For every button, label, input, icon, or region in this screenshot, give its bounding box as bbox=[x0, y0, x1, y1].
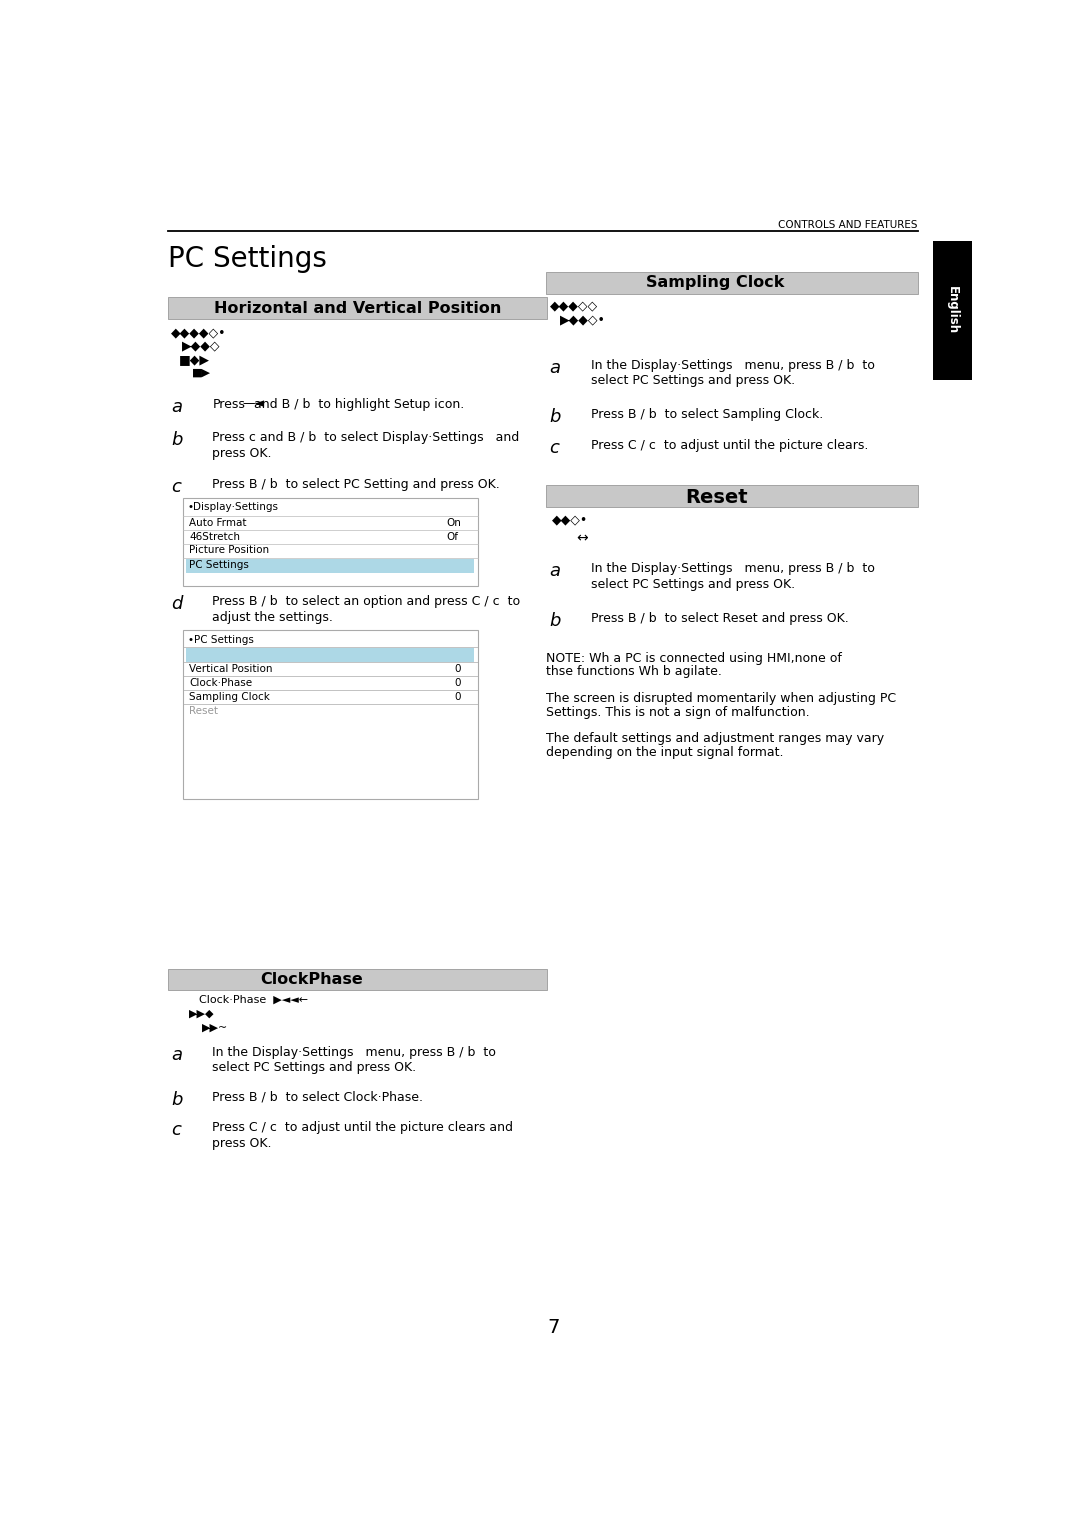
Text: select PC Settings and press OK.: select PC Settings and press OK. bbox=[591, 578, 795, 590]
FancyBboxPatch shape bbox=[545, 485, 918, 508]
Text: 7: 7 bbox=[548, 1318, 559, 1338]
Text: English: English bbox=[946, 286, 959, 335]
Text: and B / b  to highlight Setup icon.: and B / b to highlight Setup icon. bbox=[255, 398, 464, 411]
Text: Clock·Phase  ▶◄◄←: Clock·Phase ▶◄◄← bbox=[199, 995, 308, 1005]
Text: Press B / b  to select an option and press C / c  to: Press B / b to select an option and pres… bbox=[213, 595, 521, 609]
Text: d: d bbox=[172, 595, 183, 613]
Text: •PC Settings: •PC Settings bbox=[188, 635, 254, 645]
Text: Press C / c  to adjust until the picture clears.: Press C / c to adjust until the picture … bbox=[591, 439, 868, 453]
Text: NOTE: Wh a PC is connected using HMI,none of: NOTE: Wh a PC is connected using HMI,non… bbox=[545, 651, 841, 665]
Text: press OK.: press OK. bbox=[213, 446, 272, 460]
Text: ▶▶◆: ▶▶◆ bbox=[189, 1009, 215, 1018]
Text: In the Display·Settings   menu, press B / b  to: In the Display·Settings menu, press B / … bbox=[591, 359, 875, 372]
Text: ◆◆◆◇◇: ◆◆◆◇◇ bbox=[550, 300, 597, 313]
Text: Press B / b  to select PC Setting and press OK.: Press B / b to select PC Setting and pre… bbox=[213, 477, 500, 491]
Text: Horizontal and Vertical Position: Horizontal and Vertical Position bbox=[214, 301, 501, 315]
Text: ▶▶~: ▶▶~ bbox=[202, 1023, 228, 1032]
FancyBboxPatch shape bbox=[167, 298, 548, 320]
Text: Press B / b  to select Sampling Clock.: Press B / b to select Sampling Clock. bbox=[591, 408, 823, 422]
Text: 0: 0 bbox=[455, 664, 461, 674]
Text: ClockPhase: ClockPhase bbox=[260, 972, 363, 986]
Text: b: b bbox=[550, 612, 561, 630]
Text: 46Stretch: 46Stretch bbox=[189, 532, 240, 541]
Text: c: c bbox=[550, 439, 559, 457]
Text: In the Display·Settings   menu, press B / b  to: In the Display·Settings menu, press B / … bbox=[213, 1046, 497, 1060]
Text: select PC Settings and press OK.: select PC Settings and press OK. bbox=[591, 375, 795, 387]
Text: On: On bbox=[446, 518, 461, 528]
Text: Clock·Phase: Clock·Phase bbox=[189, 677, 253, 688]
Text: 0: 0 bbox=[455, 677, 461, 688]
Text: ■▶: ■▶ bbox=[192, 367, 212, 378]
Text: PC Settings: PC Settings bbox=[167, 245, 326, 274]
Text: Press B / b  to select Clock·Phase.: Press B / b to select Clock·Phase. bbox=[213, 1090, 423, 1104]
Text: Press B / b  to select Reset and press OK.: Press B / b to select Reset and press OK… bbox=[591, 612, 849, 625]
Text: PC Settings: PC Settings bbox=[189, 560, 249, 570]
Text: Settings. This is not a sign of malfunction.: Settings. This is not a sign of malfunct… bbox=[545, 705, 809, 719]
Text: Sampling Clock: Sampling Clock bbox=[647, 275, 785, 291]
Text: CONTROLS AND FEATURES: CONTROLS AND FEATURES bbox=[779, 220, 918, 231]
Text: ◆◆◆◆◇•: ◆◆◆◆◇• bbox=[172, 326, 227, 339]
FancyBboxPatch shape bbox=[183, 630, 477, 800]
Text: In the Display·Settings   menu, press B / b  to: In the Display·Settings menu, press B / … bbox=[591, 563, 875, 575]
FancyBboxPatch shape bbox=[186, 560, 474, 573]
Text: ▶◆◆◇: ▶◆◆◇ bbox=[181, 339, 220, 353]
FancyBboxPatch shape bbox=[545, 272, 918, 294]
Text: Reset: Reset bbox=[189, 705, 218, 716]
Text: Press C / c  to adjust until the picture clears and: Press C / c to adjust until the picture … bbox=[213, 1121, 513, 1135]
Text: Sampling Clock: Sampling Clock bbox=[189, 691, 270, 702]
Text: Press: Press bbox=[213, 398, 245, 411]
Text: c: c bbox=[172, 477, 181, 495]
Text: Auto Frmat: Auto Frmat bbox=[189, 518, 246, 528]
Text: The screen is disrupted momentarily when adjusting PC: The screen is disrupted momentarily when… bbox=[545, 691, 896, 705]
Text: adjust the settings.: adjust the settings. bbox=[213, 610, 334, 624]
Text: ◆◆◇•: ◆◆◇• bbox=[552, 514, 589, 526]
Text: The default settings and adjustment ranges may vary: The default settings and adjustment rang… bbox=[545, 732, 883, 745]
Text: b: b bbox=[550, 408, 561, 427]
Text: ▶◆◆◇•: ▶◆◆◇• bbox=[559, 313, 606, 327]
Text: a: a bbox=[172, 1046, 183, 1064]
FancyBboxPatch shape bbox=[933, 242, 972, 379]
FancyBboxPatch shape bbox=[183, 497, 477, 586]
Text: b: b bbox=[172, 431, 183, 450]
Text: depending on the input signal format.: depending on the input signal format. bbox=[545, 746, 783, 758]
Text: •Display·Settings: •Display·Settings bbox=[188, 502, 279, 512]
Text: Vertical Position: Vertical Position bbox=[189, 664, 273, 674]
Text: select PC Settings and press OK.: select PC Settings and press OK. bbox=[213, 1061, 417, 1075]
Text: a: a bbox=[550, 359, 561, 378]
Text: 0: 0 bbox=[455, 691, 461, 702]
Text: ■◆▶: ■◆▶ bbox=[178, 353, 210, 367]
Text: press OK.: press OK. bbox=[213, 1136, 272, 1150]
FancyBboxPatch shape bbox=[167, 969, 548, 991]
Text: a: a bbox=[172, 398, 183, 416]
Text: —◄: —◄ bbox=[242, 398, 265, 411]
FancyBboxPatch shape bbox=[186, 648, 474, 662]
Text: Press c and B / b  to select Display·Settings   and: Press c and B / b to select Display·Sett… bbox=[213, 431, 519, 445]
Text: Of: Of bbox=[446, 532, 459, 541]
Text: c: c bbox=[172, 1121, 181, 1139]
Text: thse functions Wh b agilate.: thse functions Wh b agilate. bbox=[545, 665, 721, 679]
Text: b: b bbox=[172, 1090, 183, 1109]
Text: a: a bbox=[550, 563, 561, 581]
Text: ↔: ↔ bbox=[577, 532, 589, 546]
Text: Picture Position: Picture Position bbox=[189, 546, 269, 555]
Text: Reset: Reset bbox=[685, 488, 747, 508]
